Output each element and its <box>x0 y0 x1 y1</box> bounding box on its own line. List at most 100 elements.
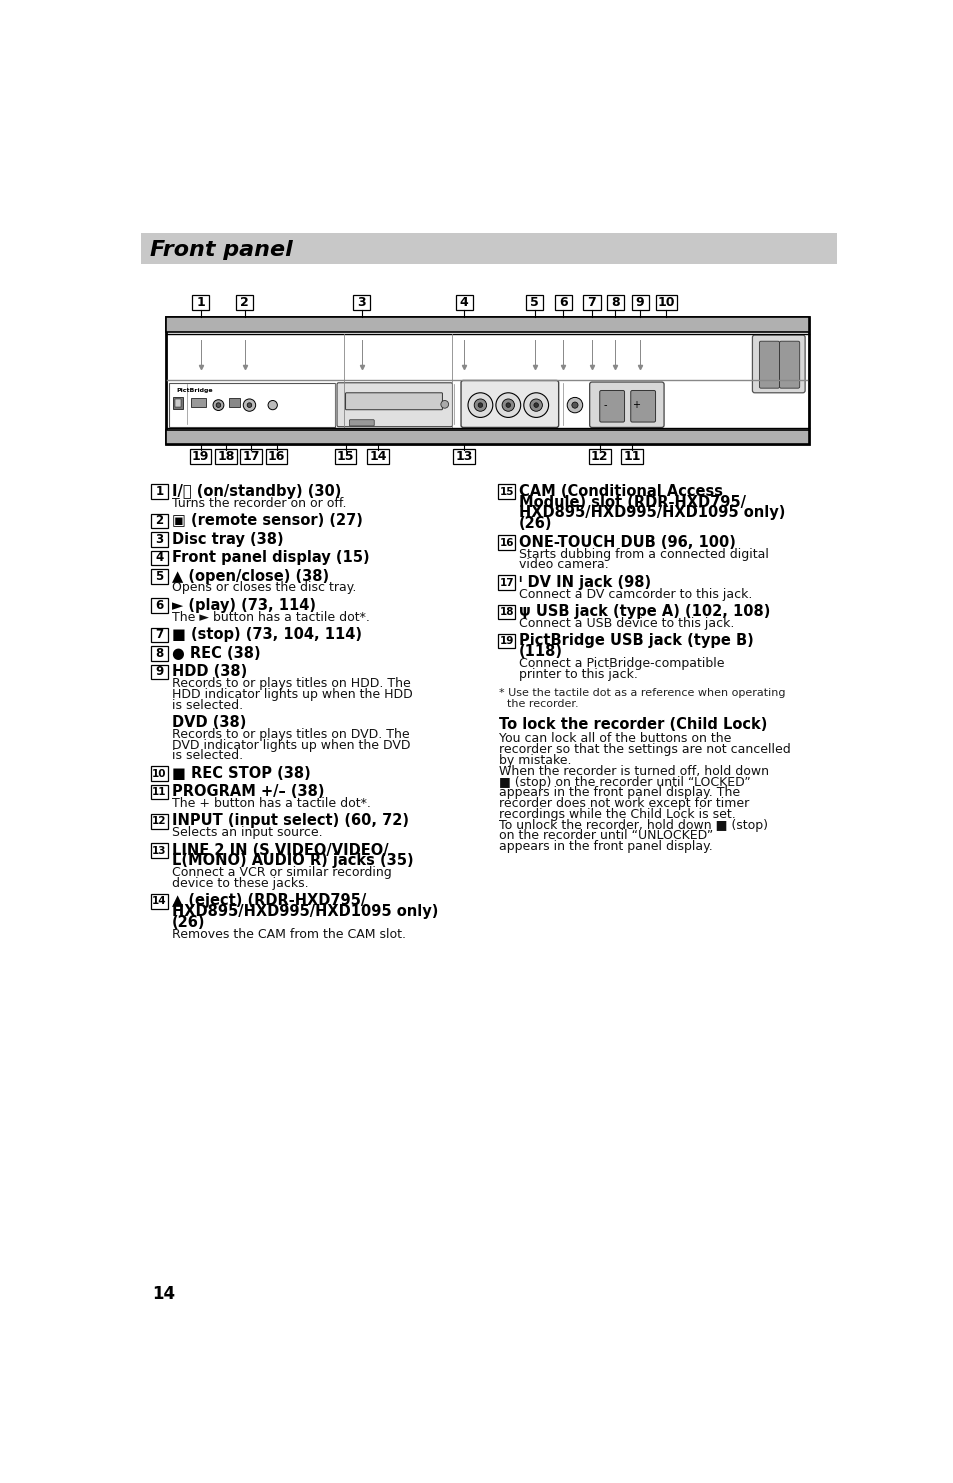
Text: HXD895/HXD995/HXD1095 only): HXD895/HXD995/HXD1095 only) <box>518 506 784 521</box>
Text: ONE-TOUCH DUB (96, 100): ONE-TOUCH DUB (96, 100) <box>518 535 736 550</box>
Text: 17: 17 <box>499 577 514 587</box>
FancyBboxPatch shape <box>174 399 181 406</box>
Text: 6: 6 <box>558 297 567 308</box>
FancyBboxPatch shape <box>192 295 209 310</box>
Text: HXD895/HXD995/HXD1095 only): HXD895/HXD995/HXD1095 only) <box>172 905 437 919</box>
Text: HDD (38): HDD (38) <box>172 664 247 679</box>
Text: recorder so that the settings are not cancelled: recorder so that the settings are not ca… <box>498 743 790 756</box>
Text: 7: 7 <box>155 629 164 642</box>
Text: Records to or plays titles on DVD. The: Records to or plays titles on DVD. The <box>172 728 409 742</box>
FancyBboxPatch shape <box>497 605 515 620</box>
Text: 11: 11 <box>623 451 640 463</box>
FancyBboxPatch shape <box>497 485 515 500</box>
Circle shape <box>477 403 482 408</box>
FancyBboxPatch shape <box>151 532 168 547</box>
Text: 15: 15 <box>336 451 354 463</box>
Text: the recorder.: the recorder. <box>506 700 578 709</box>
FancyBboxPatch shape <box>151 550 168 565</box>
Text: printer to this jack.: printer to this jack. <box>518 667 638 681</box>
Text: ψ USB jack (type A) (102, 108): ψ USB jack (type A) (102, 108) <box>518 604 770 618</box>
Text: recorder does not work except for timer: recorder does not work except for timer <box>498 796 748 810</box>
Text: 14: 14 <box>152 1286 174 1304</box>
Circle shape <box>468 393 493 417</box>
Text: 6: 6 <box>155 599 164 612</box>
Text: 10: 10 <box>657 297 675 308</box>
Text: When the recorder is turned off, hold down: When the recorder is turned off, hold do… <box>498 765 768 777</box>
FancyBboxPatch shape <box>589 383 663 427</box>
Text: Turns the recorder on or off.: Turns the recorder on or off. <box>172 497 346 510</box>
Text: I/⏽ (on/standby) (30): I/⏽ (on/standby) (30) <box>172 483 341 498</box>
Text: 18: 18 <box>499 607 514 617</box>
FancyBboxPatch shape <box>456 295 472 310</box>
Text: 7: 7 <box>587 297 596 308</box>
Text: ● REC (38): ● REC (38) <box>172 645 260 660</box>
Circle shape <box>496 393 520 417</box>
Text: 2: 2 <box>155 515 164 528</box>
FancyBboxPatch shape <box>151 569 168 584</box>
Text: 13: 13 <box>455 451 473 463</box>
FancyBboxPatch shape <box>236 295 253 310</box>
Circle shape <box>501 399 514 411</box>
Text: 10: 10 <box>152 768 167 779</box>
Text: ■ REC STOP (38): ■ REC STOP (38) <box>172 765 311 780</box>
FancyBboxPatch shape <box>336 383 452 427</box>
FancyBboxPatch shape <box>151 814 168 829</box>
FancyBboxPatch shape <box>460 381 558 427</box>
Circle shape <box>213 400 224 411</box>
Text: PROGRAM +/– (38): PROGRAM +/– (38) <box>172 785 324 799</box>
Text: Connect a VCR or similar recording: Connect a VCR or similar recording <box>172 866 392 879</box>
Text: recordings while the Child Lock is set.: recordings while the Child Lock is set. <box>498 808 735 822</box>
Text: Connect a DV camcorder to this jack.: Connect a DV camcorder to this jack. <box>518 587 752 601</box>
Text: The + button has a tactile dot*.: The + button has a tactile dot*. <box>172 796 371 810</box>
Text: appears in the front panel display.: appears in the front panel display. <box>498 841 712 853</box>
FancyBboxPatch shape <box>151 647 168 661</box>
FancyBboxPatch shape <box>151 627 168 642</box>
FancyBboxPatch shape <box>151 844 168 857</box>
FancyBboxPatch shape <box>169 383 335 427</box>
Text: +: + <box>632 400 639 411</box>
FancyBboxPatch shape <box>151 598 168 612</box>
Text: Front panel: Front panel <box>150 240 293 260</box>
Circle shape <box>474 399 486 411</box>
Text: is selected.: is selected. <box>172 698 243 712</box>
Text: (118): (118) <box>518 644 562 658</box>
Text: To lock the recorder (Child Lock): To lock the recorder (Child Lock) <box>498 718 766 733</box>
Text: PictBridge: PictBridge <box>176 389 213 393</box>
Text: 19: 19 <box>499 636 514 647</box>
FancyBboxPatch shape <box>759 341 779 389</box>
Text: 3: 3 <box>155 532 164 546</box>
Text: ■ (stop) (73, 104, 114): ■ (stop) (73, 104, 114) <box>172 627 361 642</box>
Text: 1: 1 <box>155 485 164 498</box>
Text: 2: 2 <box>240 297 249 308</box>
FancyBboxPatch shape <box>141 233 836 264</box>
Circle shape <box>571 402 578 408</box>
Text: by mistake.: by mistake. <box>498 753 571 767</box>
FancyBboxPatch shape <box>655 295 677 310</box>
Text: Connect a PictBridge-compatible: Connect a PictBridge-compatible <box>518 657 724 670</box>
FancyBboxPatch shape <box>173 396 183 409</box>
FancyBboxPatch shape <box>349 420 374 426</box>
Circle shape <box>243 399 255 411</box>
FancyBboxPatch shape <box>215 449 236 464</box>
Text: 14: 14 <box>152 896 167 906</box>
Text: The ► button has a tactile dot*.: The ► button has a tactile dot*. <box>172 611 370 624</box>
Text: video camera.: video camera. <box>518 559 608 571</box>
FancyBboxPatch shape <box>191 397 206 408</box>
FancyBboxPatch shape <box>583 295 599 310</box>
Text: 8: 8 <box>610 297 618 308</box>
FancyBboxPatch shape <box>752 335 804 393</box>
FancyBboxPatch shape <box>166 430 808 443</box>
Text: ▲ (open/close) (38): ▲ (open/close) (38) <box>172 568 329 583</box>
Text: Records to or plays titles on HDD. The: Records to or plays titles on HDD. The <box>172 676 411 690</box>
Text: Starts dubbing from a connected digital: Starts dubbing from a connected digital <box>518 547 768 561</box>
Text: 4: 4 <box>155 552 164 565</box>
Text: DVD indicator lights up when the DVD: DVD indicator lights up when the DVD <box>172 739 410 752</box>
FancyBboxPatch shape <box>335 449 356 464</box>
Text: Module) slot (RDR-HXD795/: Module) slot (RDR-HXD795/ <box>518 495 745 510</box>
FancyBboxPatch shape <box>151 513 168 528</box>
Text: 4: 4 <box>459 297 468 308</box>
Text: -: - <box>603 400 606 411</box>
Text: * Use the tactile dot as a reference when operating: * Use the tactile dot as a reference whe… <box>498 688 784 698</box>
Text: 16: 16 <box>499 537 514 547</box>
Text: 16: 16 <box>268 451 285 463</box>
